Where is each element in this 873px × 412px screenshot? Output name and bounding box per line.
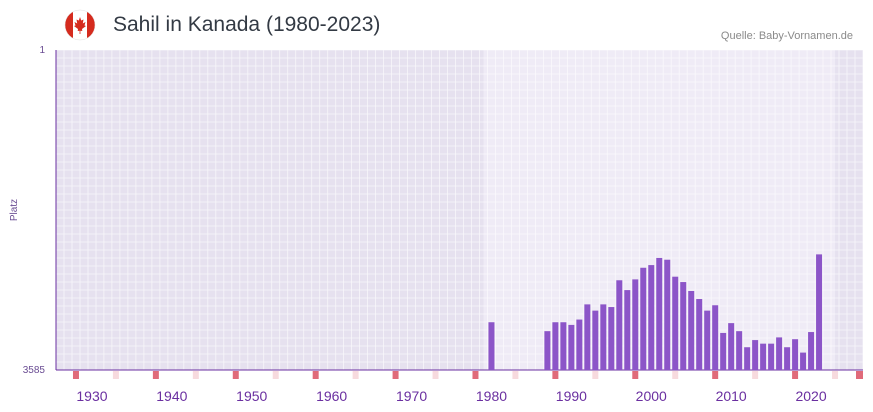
y-axis-label: Platz	[9, 199, 20, 221]
bar-2007	[704, 310, 711, 370]
bar-1987	[544, 331, 551, 370]
chart-title: Sahil in Kanada (1980-2023)	[113, 13, 381, 36]
bar-1995	[608, 307, 615, 370]
year-marker	[832, 371, 839, 379]
bar-2021	[816, 254, 823, 370]
x-tick-label-2020: 2020	[795, 388, 826, 404]
bar-1991	[576, 319, 583, 370]
bar-1980	[488, 322, 495, 370]
year-marker	[352, 371, 359, 379]
year-marker	[672, 371, 679, 379]
year-marker	[752, 371, 759, 379]
bar-2006	[696, 299, 703, 370]
year-marker	[272, 371, 279, 379]
y-tick-label-top: 1	[39, 45, 45, 56]
x-tick-label-1950: 1950	[236, 388, 267, 404]
bar-1989	[560, 322, 567, 370]
bar-1997	[624, 290, 631, 370]
bar-1992	[584, 304, 591, 370]
year-marker	[192, 371, 199, 379]
x-tick-label-2010: 2010	[716, 388, 747, 404]
year-marker	[432, 371, 439, 379]
bar-2011	[736, 331, 743, 370]
year-marker	[312, 371, 319, 379]
grid-path	[55, 49, 864, 371]
bar-1994	[600, 304, 607, 370]
bar-2014	[760, 343, 767, 370]
bar-2003	[672, 276, 679, 370]
x-tick-label-1990: 1990	[556, 388, 587, 404]
year-marker-end	[856, 371, 863, 379]
year-marker	[112, 371, 119, 379]
year-marker	[152, 371, 159, 379]
bar-2005	[688, 290, 695, 370]
grid-lines	[55, 49, 864, 371]
bar-2013	[752, 340, 759, 370]
bar-2004	[680, 282, 687, 370]
bar-2017	[784, 347, 791, 370]
y-tick-label-bottom: 3585	[23, 365, 46, 376]
x-tick-label-1940: 1940	[156, 388, 187, 404]
x-tick-label-1970: 1970	[396, 388, 427, 404]
bar-1993	[592, 310, 599, 370]
year-marker	[392, 371, 399, 379]
bar-2009	[720, 332, 727, 370]
bar-2015	[768, 343, 775, 370]
canada-flag-icon	[64, 9, 96, 41]
bar-2002	[664, 259, 671, 370]
bar-1998	[632, 279, 639, 370]
source-credit: Quelle: Baby-Vornamen.de	[720, 30, 853, 42]
bar-2010	[728, 323, 735, 370]
bar-2016	[776, 337, 783, 370]
year-marker	[712, 371, 719, 379]
bar-2018	[792, 339, 799, 370]
year-marker	[792, 371, 799, 379]
year-marker	[232, 371, 239, 379]
bar-2020	[808, 332, 815, 370]
x-tick-label-2000: 2000	[636, 388, 667, 404]
x-tick-label-1960: 1960	[316, 388, 347, 404]
x-tick-label-1930: 1930	[76, 388, 107, 404]
year-marker	[512, 371, 519, 379]
bar-1990	[568, 324, 575, 370]
bar-1999	[640, 267, 647, 370]
bar-2019	[800, 352, 807, 370]
bar-2001	[656, 257, 663, 370]
bar-2000	[648, 265, 655, 370]
bar-2012	[744, 347, 751, 370]
bar-1996	[616, 280, 623, 370]
year-marker	[552, 371, 559, 379]
year-marker	[632, 371, 639, 379]
bar-2008	[712, 305, 719, 370]
year-marker	[592, 371, 599, 379]
bar-1988	[552, 322, 559, 370]
year-marker	[72, 371, 79, 379]
year-marker	[472, 371, 479, 379]
x-tick-label-1980: 1980	[476, 388, 507, 404]
